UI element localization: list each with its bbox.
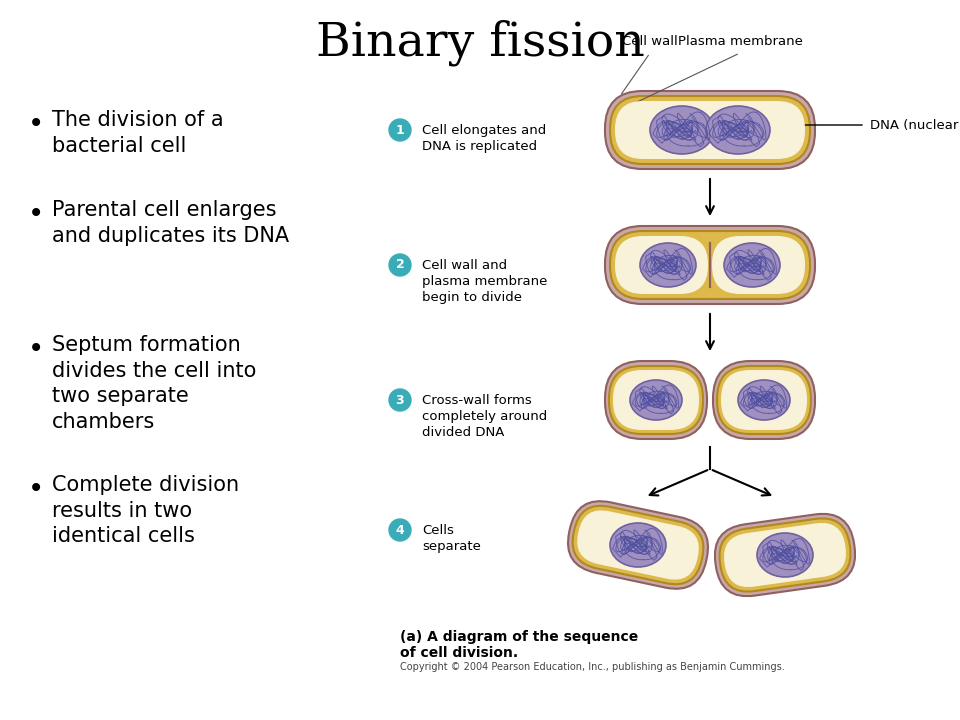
FancyBboxPatch shape [605, 226, 815, 304]
Text: Parental cell enlarges
and duplicates its DNA: Parental cell enlarges and duplicates it… [52, 200, 289, 246]
FancyBboxPatch shape [717, 366, 811, 434]
Ellipse shape [738, 380, 790, 420]
Text: •: • [28, 110, 44, 138]
Text: 2: 2 [396, 258, 404, 271]
Text: DNA (nuclear area): DNA (nuclear area) [870, 119, 960, 132]
Text: Cell elongates and
DNA is replicated: Cell elongates and DNA is replicated [422, 124, 546, 153]
FancyBboxPatch shape [610, 231, 810, 299]
Text: Plasma membrane: Plasma membrane [678, 35, 803, 48]
Text: •: • [28, 475, 44, 503]
Ellipse shape [640, 243, 696, 287]
Ellipse shape [724, 243, 780, 287]
FancyBboxPatch shape [613, 370, 699, 430]
Ellipse shape [757, 533, 813, 577]
FancyBboxPatch shape [568, 501, 708, 589]
FancyBboxPatch shape [721, 370, 807, 430]
Text: Binary fission: Binary fission [316, 20, 644, 66]
Text: The division of a
bacterial cell: The division of a bacterial cell [52, 110, 224, 156]
FancyBboxPatch shape [715, 514, 855, 596]
FancyBboxPatch shape [724, 523, 846, 587]
Circle shape [389, 119, 411, 141]
FancyBboxPatch shape [713, 361, 815, 439]
Text: (a) A diagram of the sequence
of cell division.: (a) A diagram of the sequence of cell di… [400, 630, 638, 660]
FancyBboxPatch shape [615, 236, 708, 294]
FancyBboxPatch shape [610, 96, 810, 164]
FancyBboxPatch shape [572, 505, 704, 584]
Text: Cells
separate: Cells separate [422, 524, 481, 553]
FancyBboxPatch shape [605, 361, 707, 439]
Circle shape [389, 519, 411, 541]
FancyBboxPatch shape [712, 236, 805, 294]
Text: Copyright © 2004 Pearson Education, Inc., publishing as Benjamin Cummings.: Copyright © 2004 Pearson Education, Inc.… [400, 662, 784, 672]
Text: •: • [28, 335, 44, 363]
Text: Cell wall: Cell wall [622, 35, 678, 48]
Ellipse shape [610, 523, 666, 567]
Text: 3: 3 [396, 394, 404, 407]
Circle shape [389, 389, 411, 411]
FancyBboxPatch shape [719, 518, 851, 592]
Text: Cell wall and
plasma membrane
begin to divide: Cell wall and plasma membrane begin to d… [422, 259, 547, 304]
FancyBboxPatch shape [609, 366, 703, 434]
Text: 1: 1 [396, 124, 404, 137]
Ellipse shape [650, 106, 714, 154]
Circle shape [389, 254, 411, 276]
FancyBboxPatch shape [605, 91, 815, 169]
FancyBboxPatch shape [615, 101, 805, 159]
FancyBboxPatch shape [577, 510, 699, 580]
Ellipse shape [630, 380, 682, 420]
Text: •: • [28, 200, 44, 228]
Text: Complete division
results in two
identical cells: Complete division results in two identic… [52, 475, 239, 546]
Text: Cross-wall forms
completely around
divided DNA: Cross-wall forms completely around divid… [422, 394, 547, 439]
Text: Septum formation
divides the cell into
two separate
chambers: Septum formation divides the cell into t… [52, 335, 256, 432]
Text: 4: 4 [396, 523, 404, 536]
Ellipse shape [706, 106, 770, 154]
